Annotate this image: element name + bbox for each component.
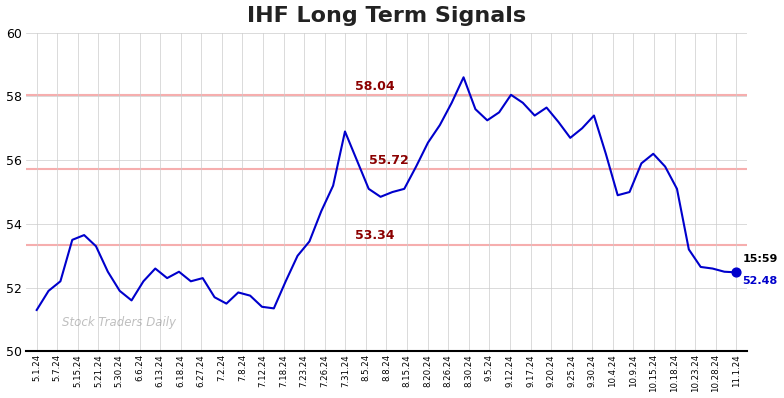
Text: 15:59: 15:59 [742,254,778,264]
Text: 52.48: 52.48 [742,275,778,285]
Text: 58.04: 58.04 [355,80,394,93]
Text: Stock Traders Daily: Stock Traders Daily [63,316,176,329]
Text: 53.34: 53.34 [355,229,394,242]
Title: IHF Long Term Signals: IHF Long Term Signals [247,6,526,25]
Text: 55.72: 55.72 [369,154,408,166]
Point [730,269,742,275]
